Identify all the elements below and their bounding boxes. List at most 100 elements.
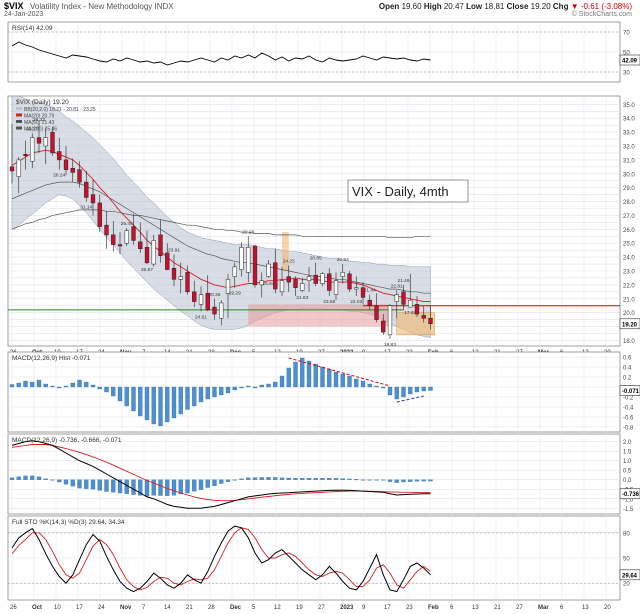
- x-axis-label-bottom: 7: [142, 605, 146, 611]
- candle-body: [333, 280, 339, 295]
- candle: [178, 262, 183, 294]
- macd-histogram-bar: [219, 479, 224, 484]
- macd-histogram-bar: [293, 478, 298, 480]
- candle: [333, 272, 339, 301]
- histogram-bar: [171, 386, 177, 419]
- x-axis-label-bottom: 5: [252, 605, 256, 611]
- x-axis-label-bottom: 6: [560, 605, 564, 611]
- candle: [246, 236, 251, 283]
- x-axis-label-bottom: Oct: [32, 605, 42, 611]
- macd-histogram-bar: [111, 479, 116, 493]
- price-label: 24.25: [283, 258, 295, 264]
- annotation-box: [347, 179, 469, 203]
- histogram-bar: [90, 384, 96, 388]
- macd-line: [11, 440, 431, 509]
- price-tick-label: 28.0: [623, 200, 635, 206]
- candle: [367, 294, 372, 310]
- candle: [300, 277, 305, 292]
- macd-histogram-bar: [9, 477, 15, 480]
- histogram-bar: [266, 383, 271, 388]
- macd-histogram-bar: [138, 479, 143, 496]
- candle: [232, 262, 237, 288]
- price-tick-label: 26.0: [623, 228, 635, 234]
- histogram-bar: [340, 373, 345, 388]
- macd-histogram-bar: [327, 478, 332, 480]
- price-tick-label: 20.0: [623, 311, 635, 317]
- candle: [219, 300, 224, 326]
- candle-body: [374, 305, 379, 320]
- sto-d-line: [11, 527, 431, 591]
- histogram-bar: [178, 386, 183, 415]
- candle-body: [320, 273, 325, 284]
- price-label: 24.61: [195, 314, 207, 320]
- macd-hist-tick-label: 0.4: [623, 366, 632, 372]
- price-tick-label: 30.0: [623, 172, 635, 178]
- histogram-bar: [360, 380, 366, 388]
- histogram-bar: [219, 386, 224, 396]
- candle-body: [198, 294, 204, 305]
- candle-body: [394, 294, 399, 302]
- x-axis-label-bottom: Feb: [428, 605, 439, 611]
- histogram-bar: [16, 382, 21, 388]
- annotation-text: VIX - Daily, 4mth: [352, 184, 449, 199]
- histogram-bar: [401, 386, 406, 398]
- copyright-label: © StockCharts.com: [571, 11, 632, 18]
- candle: [124, 227, 129, 246]
- price-label: 22.26: [242, 229, 254, 235]
- macd-histogram-bar: [90, 479, 96, 490]
- macd-histogram-bar: [43, 478, 48, 480]
- macd-hist-title: MACD(12,26,9) Hist -0.071: [12, 355, 91, 362]
- candle-body: [43, 137, 48, 147]
- histogram-bar: [151, 386, 156, 425]
- candle-body: [401, 291, 406, 305]
- candle-body: [63, 159, 69, 170]
- macd-histogram-bar: [320, 478, 325, 480]
- macd-histogram-bar: [192, 479, 197, 492]
- macd-hist-tick-label: -0.8: [623, 426, 634, 432]
- macd-histogram-bar: [23, 475, 28, 480]
- histogram-bar: [205, 386, 210, 400]
- sto-k-line: [11, 525, 431, 593]
- price-label: 33.37: [26, 127, 38, 133]
- macd-histogram-bar: [16, 476, 21, 480]
- candle: [165, 243, 170, 270]
- price-label: 19.29: [229, 291, 241, 297]
- sto-last-value-label: 29.64: [622, 573, 638, 579]
- candle-body: [306, 276, 312, 281]
- macd-tick-label: 0.5: [623, 469, 632, 475]
- rsi-tick-label: 30: [623, 71, 630, 77]
- macd-histogram-bar: [414, 479, 420, 482]
- macd-histogram-bar: [306, 478, 312, 480]
- price-tick-label: 25.0: [623, 242, 635, 248]
- chg-value: -0.61 (-3.08%): [580, 2, 632, 11]
- macd-histogram-bar: [259, 477, 264, 480]
- macd-histogram-bar: [158, 479, 163, 496]
- price-tick-label: 29.0: [623, 186, 635, 192]
- macd-histogram-bar: [239, 478, 244, 480]
- candle-body: [70, 167, 75, 173]
- candle-body: [104, 224, 109, 236]
- x-axis-label-bottom: 27: [516, 605, 523, 611]
- macd-histogram-bar: [50, 479, 55, 481]
- macd-histogram-bar: [300, 478, 305, 480]
- x-axis-label-bottom: 2023: [340, 605, 354, 611]
- candle: [252, 244, 258, 288]
- rsi-last-value-badge: 42.09: [619, 54, 640, 66]
- price-label: 25.64: [263, 281, 275, 287]
- price-tick-label: 23.0: [623, 270, 635, 276]
- price-label: 26.87: [141, 267, 153, 273]
- legend-swatch: [16, 120, 22, 123]
- candle-body: [266, 263, 271, 277]
- price-tick-label: 21.0: [623, 297, 635, 303]
- macd-histogram-bar: [387, 479, 393, 482]
- candle: [158, 219, 163, 263]
- candle: [414, 296, 420, 317]
- macd-histogram-bar: [30, 475, 35, 480]
- histogram-bar: [57, 386, 62, 389]
- macd-histogram-bar: [131, 479, 136, 495]
- x-axis-label-bottom: 23: [406, 605, 413, 611]
- histogram-bar: [408, 386, 413, 395]
- candle-body: [340, 272, 345, 277]
- price-label: 21.49: [398, 278, 410, 284]
- histogram-bar: [158, 386, 163, 427]
